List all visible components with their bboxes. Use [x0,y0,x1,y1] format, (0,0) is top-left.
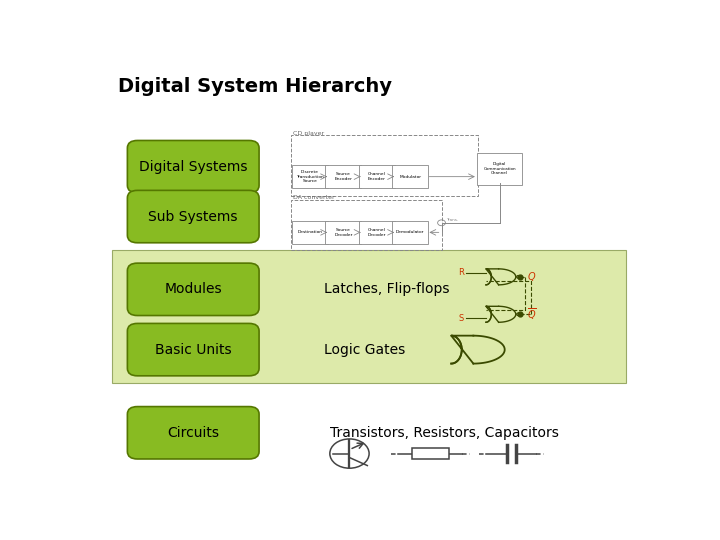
FancyBboxPatch shape [477,153,523,185]
Text: Channel
Encoder: Channel Encoder [368,172,386,181]
Text: Digital Systems: Digital Systems [139,160,248,174]
FancyBboxPatch shape [392,221,428,244]
Text: CD player: CD player [292,131,324,136]
FancyBboxPatch shape [413,448,449,460]
FancyBboxPatch shape [127,191,259,243]
FancyBboxPatch shape [127,407,259,459]
Text: Digital
Communication
Channel: Digital Communication Channel [483,162,516,176]
Text: Logic Gates: Logic Gates [324,342,405,356]
FancyBboxPatch shape [325,221,361,244]
Text: Modulator: Modulator [400,174,421,179]
Text: Digital System Hierarchy: Digital System Hierarchy [118,77,392,96]
Text: Destination: Destination [297,231,323,234]
FancyBboxPatch shape [292,165,328,188]
Text: Latches, Flip-flops: Latches, Flip-flops [324,282,450,296]
FancyBboxPatch shape [359,165,395,188]
Text: Channel
Decoder: Channel Decoder [368,228,386,237]
FancyBboxPatch shape [127,263,259,315]
Text: Circuits: Circuits [167,426,219,440]
FancyBboxPatch shape [359,221,395,244]
Text: R: R [458,268,464,278]
FancyBboxPatch shape [325,165,361,188]
Text: Source
Encoder: Source Encoder [334,172,352,181]
FancyBboxPatch shape [292,221,328,244]
Text: S: S [458,314,464,323]
Text: Basic Units: Basic Units [155,342,232,356]
Text: Transistors, Resistors, Capacitors: Transistors, Resistors, Capacitors [330,426,559,440]
Text: $\overline{Q}$: $\overline{Q}$ [528,306,537,322]
Text: Sub Systems: Sub Systems [148,210,238,224]
Text: DA converter: DA converter [292,195,334,200]
Text: Trans.: Trans. [446,218,458,222]
Text: Demodulator: Demodulator [396,231,425,234]
FancyBboxPatch shape [127,323,259,376]
Text: Discrete
Transduction
Source: Discrete Transduction Source [296,170,324,183]
Text: Q: Q [528,272,535,282]
FancyBboxPatch shape [112,250,626,383]
Text: Source
Decoder: Source Decoder [334,228,353,237]
FancyBboxPatch shape [392,165,428,188]
FancyBboxPatch shape [127,140,259,193]
Text: Modules: Modules [164,282,222,296]
